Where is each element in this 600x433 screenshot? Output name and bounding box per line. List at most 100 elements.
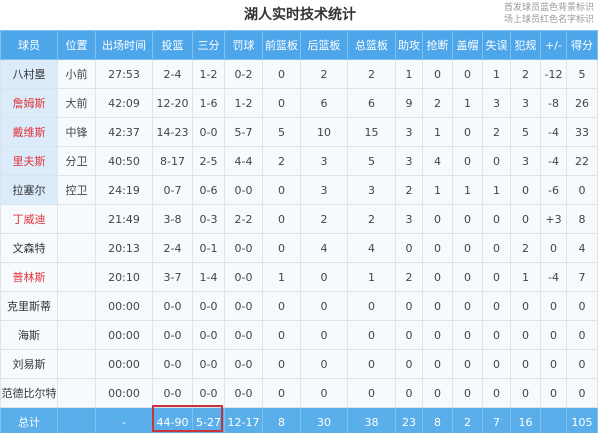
player-row: 詹姆斯 大前 42:09 12-20 1-6 1-2 0 6 6 9 2 1 3 3 -8 26	[0, 88, 598, 118]
stat-cell: 0	[482, 233, 511, 263]
player-name[interactable]: 八村塁	[0, 59, 58, 89]
stat-cell: 2	[395, 262, 423, 292]
column-header[interactable]: 盖帽	[452, 30, 483, 60]
stat-cell: 0	[566, 378, 598, 408]
column-header[interactable]: 后篮板	[300, 30, 348, 60]
stat-cell: 0	[347, 320, 396, 350]
stat-cell: 0	[395, 349, 423, 379]
stat-cell: 0	[482, 320, 511, 350]
stat-cell: 5	[510, 117, 541, 147]
stat-cell: 0	[510, 175, 541, 205]
stat-cell: 0-0	[224, 291, 263, 321]
stat-cell: 0	[452, 117, 483, 147]
player-name[interactable]: 戴维斯	[0, 117, 58, 147]
total-label: 总计	[0, 407, 58, 433]
stat-cell: 3	[300, 146, 348, 176]
player-name[interactable]: 詹姆斯	[0, 88, 58, 118]
stat-cell: 0	[262, 233, 301, 263]
stat-cell: 0	[566, 349, 598, 379]
stat-cell: 0-6	[192, 175, 225, 205]
column-header[interactable]: 失误	[482, 30, 511, 60]
stat-cell: 0	[452, 233, 483, 263]
stat-cell: 2-4	[152, 233, 193, 263]
player-row: 丁威迪 21:49 3-8 0-3 2-2 0 2 2 3 0 0 0 0 +3 8	[0, 204, 598, 234]
stat-cell: 中锋	[57, 117, 96, 147]
stat-cell	[57, 291, 96, 321]
total-cell: 105	[566, 407, 598, 433]
stat-cell: 0	[422, 233, 453, 263]
total-cell	[57, 407, 96, 433]
stat-cell: 大前	[57, 88, 96, 118]
column-header[interactable]: 球员	[0, 30, 58, 60]
highlight-box	[152, 405, 223, 432]
stat-cell: 00:00	[95, 320, 153, 350]
stat-cell: 0-0	[224, 262, 263, 292]
stat-cell: 小前	[57, 59, 96, 89]
player-name[interactable]: 海斯	[0, 320, 58, 350]
stat-cell: 22	[566, 146, 598, 176]
stat-cell: 2	[347, 59, 396, 89]
player-row: 海斯 00:00 0-0 0-0 0-0 0 0 0 0 0 0 0 0 0 0	[0, 320, 598, 350]
player-name[interactable]: 拉塞尔	[0, 175, 58, 205]
stat-cell: 0	[262, 291, 301, 321]
stat-cell: 0	[540, 378, 567, 408]
player-name[interactable]: 克里斯蒂	[0, 291, 58, 321]
column-header[interactable]: 三分	[192, 30, 225, 60]
total-cell: 8	[262, 407, 301, 433]
stat-cell: 42:37	[95, 117, 153, 147]
stat-cell: 1	[262, 262, 301, 292]
stat-cell: 00:00	[95, 349, 153, 379]
player-name[interactable]: 刘易斯	[0, 349, 58, 379]
stat-cell: 3	[395, 117, 423, 147]
player-name[interactable]: 里夫斯	[0, 146, 58, 176]
stat-cell: 0	[422, 262, 453, 292]
stat-cell: 3	[482, 88, 511, 118]
stat-cell: 分卫	[57, 146, 96, 176]
stat-cell: 3	[395, 146, 423, 176]
stat-cell: 0-0	[192, 349, 225, 379]
stat-cell: 0-1	[192, 233, 225, 263]
stat-cell: 1-2	[224, 88, 263, 118]
total-cell: 7	[482, 407, 511, 433]
stat-cell: 0	[262, 59, 301, 89]
stat-cell: 0	[482, 262, 511, 292]
player-name[interactable]: 范德比尔特	[0, 378, 58, 408]
column-header[interactable]: 抢断	[422, 30, 453, 60]
column-header[interactable]: 得分	[566, 30, 598, 60]
column-header[interactable]: +/-	[540, 30, 567, 60]
stat-cell: 3	[510, 146, 541, 176]
stat-cell: 5	[347, 146, 396, 176]
stat-cell: 2	[300, 59, 348, 89]
stat-cell: 1-6	[192, 88, 225, 118]
column-header[interactable]: 位置	[57, 30, 96, 60]
column-header[interactable]: 前篮板	[262, 30, 301, 60]
stat-cell: 7	[566, 262, 598, 292]
stat-cell: 3	[510, 88, 541, 118]
stat-cell: 0-0	[152, 291, 193, 321]
player-row: 克里斯蒂 00:00 0-0 0-0 0-0 0 0 0 0 0 0 0 0 0 0	[0, 291, 598, 321]
stat-cell: 9	[395, 88, 423, 118]
stat-cell	[57, 262, 96, 292]
stat-cell: 0-0	[152, 349, 193, 379]
column-header[interactable]: 助攻	[395, 30, 423, 60]
stat-cell: 0	[452, 59, 483, 89]
stat-cell: 0	[395, 378, 423, 408]
stat-cell: 12-20	[152, 88, 193, 118]
column-header[interactable]: 出场时间	[95, 30, 153, 60]
column-header[interactable]: 罚球	[224, 30, 263, 60]
stat-cell: 5-7	[224, 117, 263, 147]
column-header[interactable]: 犯规	[510, 30, 541, 60]
column-header[interactable]: 投篮	[152, 30, 193, 60]
stat-cell: 0-0	[192, 320, 225, 350]
stat-cell: 0	[422, 349, 453, 379]
stat-cell: 0	[540, 291, 567, 321]
stat-cell: 0	[395, 233, 423, 263]
player-name[interactable]: 文森特	[0, 233, 58, 263]
player-name[interactable]: 普林斯	[0, 262, 58, 292]
column-header[interactable]: 总篮板	[347, 30, 396, 60]
stat-cell: 0	[452, 204, 483, 234]
stat-cell: 4	[347, 233, 396, 263]
stat-cell: 1	[347, 262, 396, 292]
player-name[interactable]: 丁威迪	[0, 204, 58, 234]
stat-cell: 0	[395, 320, 423, 350]
